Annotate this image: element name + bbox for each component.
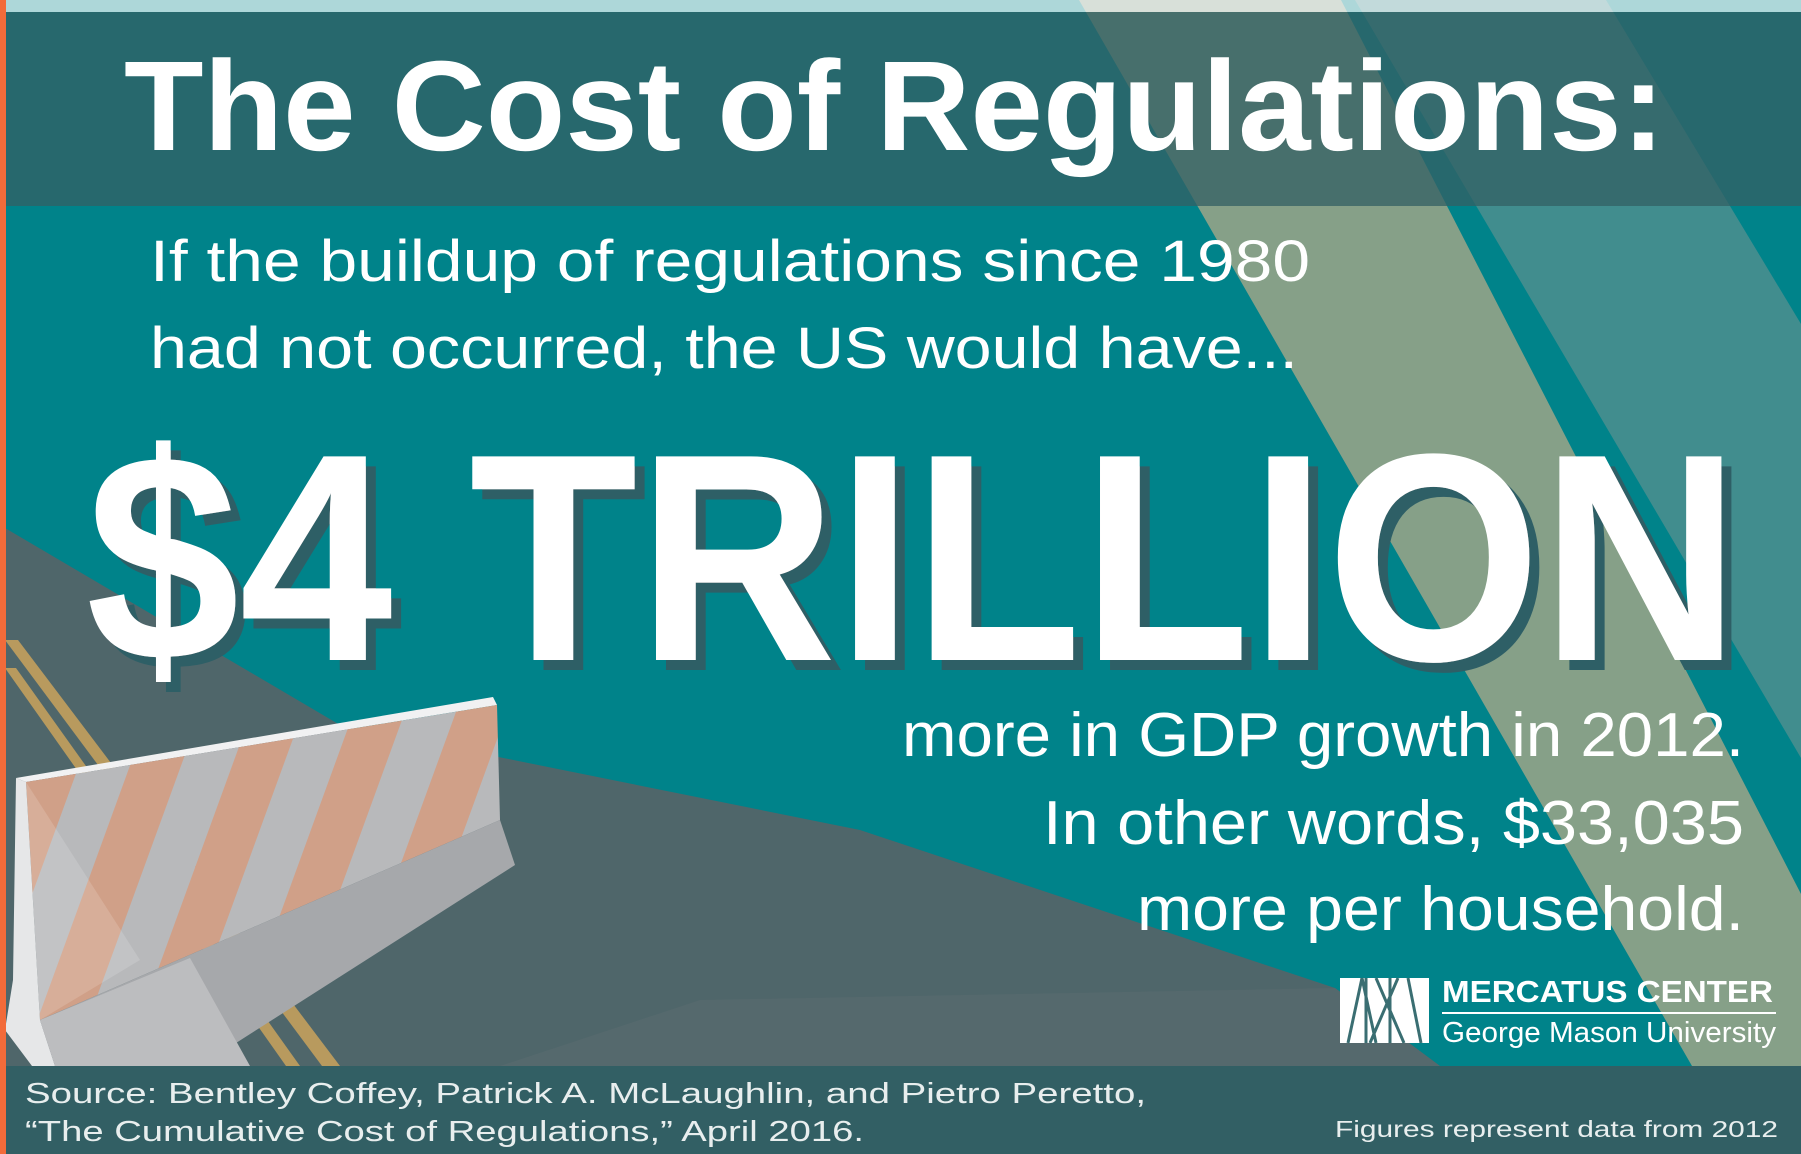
mercatus-logo: MERCATUS CENTER George Mason University	[1340, 974, 1777, 1049]
accent-edge	[0, 0, 6, 1154]
accent-edge-footer	[0, 1066, 6, 1154]
title-band	[0, 12, 1801, 206]
detail-line-3: more per household.	[1137, 875, 1744, 944]
detail-line-1: more in GDP growth in 2012.	[902, 701, 1744, 770]
page-title: The Cost of Regulations:	[124, 35, 1665, 178]
top-strip	[0, 0, 1801, 12]
subtitle-line-2: had not occurred, the US would have...	[150, 316, 1298, 381]
data-year-note: Figures represent data from 2012	[1335, 1116, 1778, 1142]
footer-band	[0, 1066, 1801, 1154]
logo-name: MERCATUS CENTER	[1442, 974, 1773, 1009]
subtitle-line-1: If the buildup of regulations since 1980	[150, 229, 1310, 294]
source-line-2: “The Cumulative Cost of Regulations,” Ap…	[25, 1116, 864, 1148]
mercatus-mark-icon	[1340, 977, 1429, 1044]
detail-line-2: In other words, $33,035	[1043, 789, 1744, 858]
source-line-1: Source: Bentley Coffey, Patrick A. McLau…	[25, 1078, 1146, 1110]
logo-affiliation: George Mason University	[1442, 1017, 1777, 1049]
barrier-illustration	[5, 697, 515, 1066]
sage-stripe	[1079, 0, 1801, 1066]
road-shade	[500, 988, 1440, 1066]
headline-amount: $4 TRILLION	[86, 392, 1740, 723]
logo-rule	[1442, 1012, 1776, 1014]
